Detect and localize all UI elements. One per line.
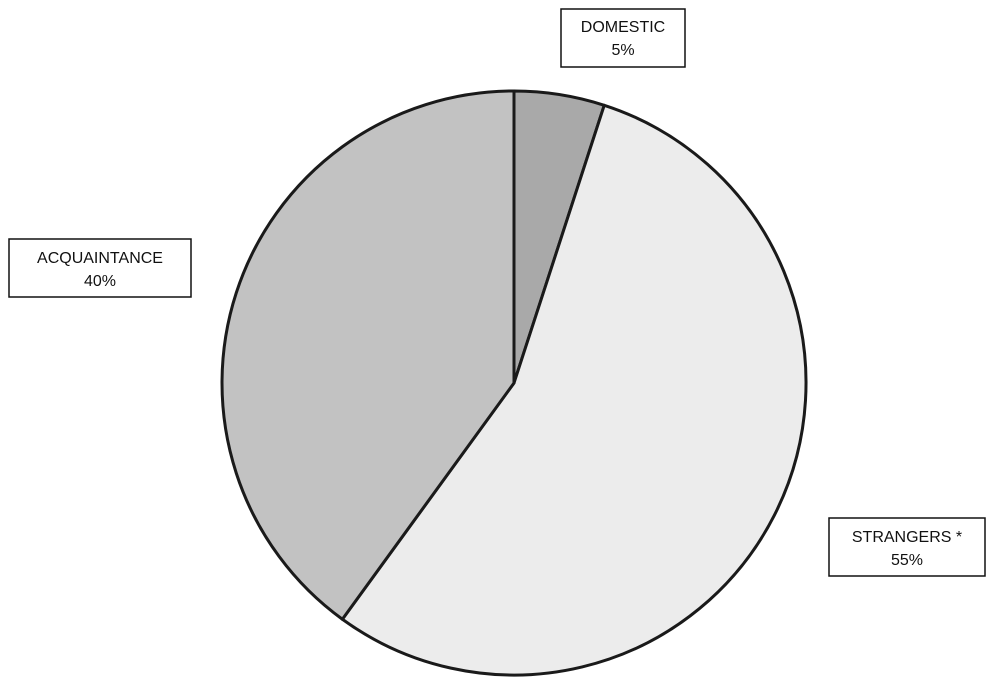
label-acquaintance-value: 40% xyxy=(84,273,116,290)
label-box-domestic xyxy=(560,8,686,68)
pie-slices xyxy=(220,89,808,677)
label-strangers-value: 55% xyxy=(891,552,923,569)
label-domestic-category: DOMESTIC xyxy=(581,19,665,36)
pie-slice-strangers xyxy=(340,103,808,677)
label-strangers: STRANGERS * 55% xyxy=(828,517,986,577)
pie-slice-acquaintance xyxy=(220,89,516,621)
label-strangers-category: STRANGERS * xyxy=(852,529,962,546)
label-acquaintance-category: ACQUAINTANCE xyxy=(37,250,163,267)
label-box-acquaintance xyxy=(8,238,192,298)
label-domestic-value: 5% xyxy=(611,42,634,59)
label-box-strangers xyxy=(828,517,986,577)
label-domestic: DOMESTIC 5% xyxy=(560,8,686,68)
label-acquaintance: ACQUAINTANCE 40% xyxy=(8,238,192,298)
